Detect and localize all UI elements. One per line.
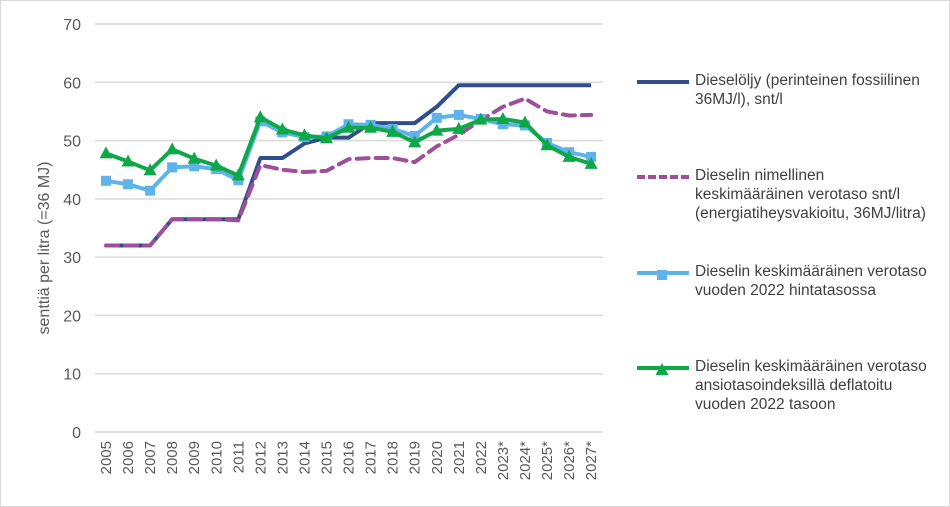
data-point: [123, 179, 134, 190]
y-tick-label: 0: [72, 425, 81, 442]
x-tick-label: 2021: [451, 441, 468, 474]
data-point: [430, 123, 444, 136]
x-tick-label: 2024*: [517, 441, 534, 480]
data-point: [408, 135, 422, 148]
x-tick-label: 2005: [98, 441, 115, 474]
x-tick-label: 2027*: [583, 441, 600, 480]
legend-item-diesel: Dieselöljy (perinteinen fossiilinen 36MJ…: [637, 71, 937, 109]
data-point: [99, 146, 113, 159]
x-tick-label: 2014: [296, 441, 313, 474]
y-tick-label: 60: [63, 75, 81, 92]
legend-label: Dieselin nimellinen keskimääräinen verot…: [695, 167, 926, 222]
data-point: [231, 168, 245, 181]
x-tick-label: 2008: [164, 441, 181, 474]
legend-label: Dieselin keskimääräinen verotaso vuoden …: [695, 263, 927, 299]
legend-swatch: [637, 80, 689, 84]
legend-swatch: [637, 175, 689, 179]
x-tick-label: 2012: [252, 441, 269, 474]
data-point: [165, 142, 179, 155]
legend-label: Dieselin keskimääräinen verotaso ansiota…: [695, 358, 927, 413]
y-tick-label: 20: [63, 308, 81, 325]
data-point: [189, 161, 200, 172]
data-point: [518, 115, 532, 128]
x-tick-label: 2015: [319, 441, 336, 474]
x-tick-label: 2023*: [495, 441, 512, 480]
data-point: [145, 185, 156, 196]
data-point: [101, 175, 111, 186]
data-point: [474, 112, 488, 125]
data-point: [121, 154, 135, 167]
data-point: [496, 112, 510, 125]
x-tick-label: 2007: [142, 441, 159, 474]
data-point: [584, 156, 598, 169]
legend-swatch: [637, 366, 689, 370]
data-point: [562, 149, 576, 162]
legend-label: Dieselöljy (perinteinen fossiilinen 36MJ…: [695, 72, 920, 108]
data-point: [431, 112, 442, 123]
data-point: [342, 120, 356, 133]
y-axis-label: senttiä per litra (=36 MJ): [36, 162, 53, 335]
x-tick-label: 2022: [473, 441, 490, 474]
legend-swatch: [637, 271, 689, 275]
data-point: [275, 122, 289, 135]
data-point: [540, 138, 554, 151]
x-tick-label: 2011: [230, 441, 247, 473]
data-point: [187, 151, 201, 164]
x-tick-label: 2017: [363, 441, 380, 474]
x-tick-label: 2026*: [561, 441, 578, 480]
data-point: [253, 110, 267, 123]
legend-item-nominal: Dieselin nimellinen keskimääräinen verot…: [637, 166, 937, 223]
data-point: [452, 121, 466, 134]
legend-item-real-2022: Dieselin keskimääräinen verotaso vuoden …: [637, 262, 937, 300]
data-point: [453, 109, 464, 120]
data-point: [297, 128, 311, 141]
x-tick-label: 2019: [407, 441, 424, 474]
data-point: [386, 124, 400, 137]
x-tick-label: 2013: [274, 441, 291, 474]
data-point: [143, 163, 157, 176]
data-point: [497, 119, 508, 130]
y-tick-label: 50: [63, 134, 81, 151]
x-tick-label: 2006: [120, 441, 137, 474]
data-point: [209, 158, 223, 171]
x-tick-label: 2010: [208, 441, 225, 474]
x-tick-label: 2009: [186, 441, 203, 474]
y-tick-label: 70: [63, 17, 81, 34]
y-tick-label: 30: [63, 250, 81, 267]
y-tick-label: 40: [63, 192, 81, 209]
data-point: [320, 131, 333, 144]
x-tick-label: 2025*: [539, 441, 556, 480]
y-tick-label: 10: [63, 367, 81, 384]
legend-item-wage-deflated: Dieselin keskimääräinen verotaso ansiota…: [637, 357, 937, 414]
x-tick-label: 2020: [429, 441, 446, 474]
legend-marker: [657, 270, 667, 280]
x-tick-label: 2018: [385, 441, 402, 474]
data-point: [167, 162, 178, 173]
series-line: [104, 96, 594, 248]
x-tick-label: 2016: [341, 441, 358, 474]
data-point: [364, 120, 378, 133]
